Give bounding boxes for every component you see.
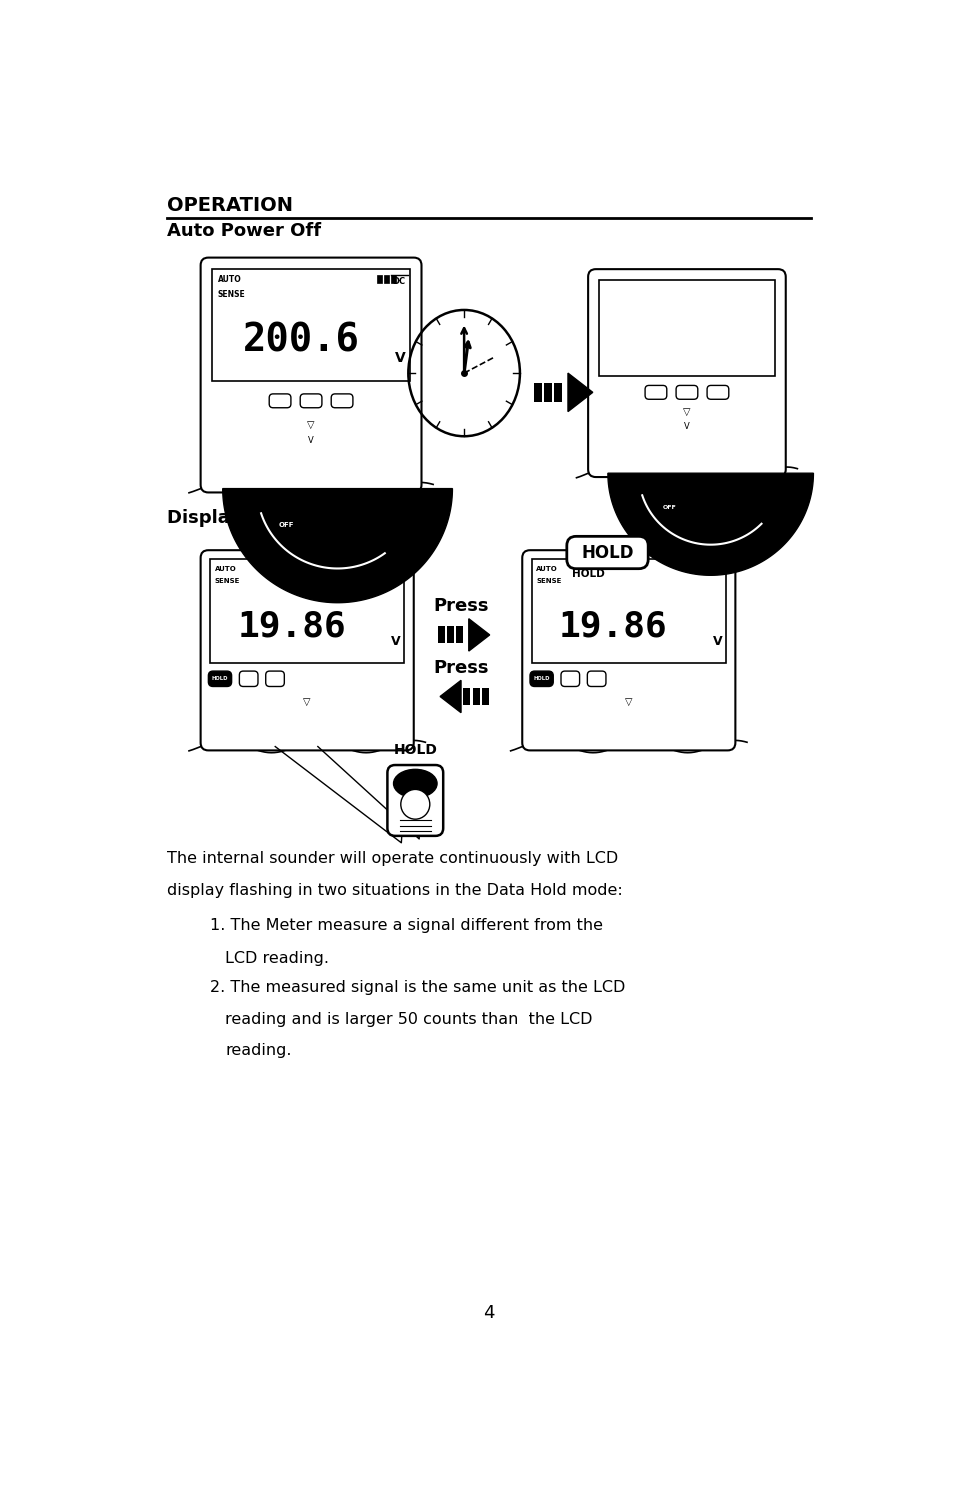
- Text: HOLD: HOLD: [393, 743, 436, 757]
- Bar: [708, 564, 712, 570]
- Ellipse shape: [400, 790, 430, 819]
- Text: V: V: [683, 421, 689, 430]
- Bar: [447, 626, 454, 643]
- FancyBboxPatch shape: [530, 671, 553, 686]
- Text: AUTO: AUTO: [536, 566, 558, 572]
- Ellipse shape: [394, 769, 436, 798]
- Bar: [481, 688, 488, 704]
- Bar: [212, 269, 410, 381]
- Bar: [543, 384, 551, 402]
- FancyBboxPatch shape: [560, 671, 579, 686]
- Bar: [210, 560, 404, 664]
- FancyBboxPatch shape: [239, 671, 257, 686]
- Text: HOLD: HOLD: [212, 676, 228, 682]
- Bar: [437, 626, 444, 643]
- Text: SENSE: SENSE: [214, 578, 240, 584]
- Text: AUTO: AUTO: [214, 566, 236, 572]
- Text: Press: Press: [433, 659, 488, 677]
- Text: V: V: [391, 635, 400, 649]
- Text: HOLD: HOLD: [533, 676, 549, 682]
- Bar: [391, 275, 395, 283]
- Bar: [554, 384, 561, 402]
- FancyBboxPatch shape: [587, 671, 605, 686]
- Polygon shape: [222, 489, 452, 602]
- Text: ▽: ▽: [624, 697, 632, 707]
- Bar: [377, 275, 381, 283]
- Polygon shape: [607, 473, 813, 575]
- Bar: [387, 564, 391, 570]
- Text: OFF: OFF: [278, 522, 294, 528]
- FancyBboxPatch shape: [200, 551, 414, 751]
- Text: ▽: ▽: [682, 406, 690, 417]
- Polygon shape: [439, 680, 460, 713]
- FancyBboxPatch shape: [300, 394, 321, 408]
- Text: Display Hold: Display Hold: [167, 509, 294, 527]
- Text: V: V: [712, 635, 721, 649]
- Bar: [384, 275, 389, 283]
- Text: DC: DC: [392, 277, 405, 286]
- Text: OFF: OFF: [662, 504, 676, 510]
- Bar: [381, 564, 385, 570]
- FancyBboxPatch shape: [676, 385, 697, 399]
- Bar: [472, 688, 479, 704]
- Text: reading.: reading.: [225, 1043, 292, 1058]
- Bar: [456, 626, 463, 643]
- Text: HOLD: HOLD: [571, 569, 604, 579]
- Bar: [702, 564, 706, 570]
- Bar: [534, 384, 541, 402]
- FancyBboxPatch shape: [331, 394, 353, 408]
- Text: V: V: [308, 435, 314, 444]
- FancyBboxPatch shape: [644, 385, 666, 399]
- Polygon shape: [468, 619, 489, 652]
- FancyBboxPatch shape: [200, 257, 421, 492]
- Text: display flashing in two situations in the Data Hold mode:: display flashing in two situations in th…: [167, 883, 622, 898]
- Text: 19.86: 19.86: [237, 610, 346, 644]
- Text: The internal sounder will operate continuously with LCD: The internal sounder will operate contin…: [167, 850, 618, 865]
- Text: 2. The measured signal is the same unit as the LCD: 2. The measured signal is the same unit …: [210, 980, 624, 995]
- Bar: [696, 564, 700, 570]
- Text: SENSE: SENSE: [536, 578, 561, 584]
- FancyBboxPatch shape: [208, 671, 232, 686]
- Bar: [463, 688, 470, 704]
- FancyBboxPatch shape: [566, 536, 647, 569]
- Text: HOLD: HOLD: [580, 543, 633, 561]
- Text: reading and is larger 50 counts than  the LCD: reading and is larger 50 counts than the…: [225, 1013, 593, 1028]
- Text: ▽: ▽: [307, 420, 314, 430]
- Text: LCD reading.: LCD reading.: [225, 951, 329, 966]
- Bar: [598, 280, 774, 376]
- FancyBboxPatch shape: [266, 671, 284, 686]
- FancyBboxPatch shape: [521, 551, 735, 751]
- Text: SENSE: SENSE: [217, 290, 245, 299]
- Text: DC: DC: [710, 566, 722, 575]
- Text: Auto Power Off: Auto Power Off: [167, 221, 321, 239]
- Text: 1. The Meter measure a signal different from the: 1. The Meter measure a signal different …: [210, 918, 602, 933]
- FancyBboxPatch shape: [387, 765, 443, 835]
- Text: Press: Press: [433, 597, 488, 616]
- Bar: [531, 560, 725, 664]
- Text: OPERATION: OPERATION: [167, 196, 293, 215]
- Polygon shape: [567, 373, 592, 411]
- FancyBboxPatch shape: [269, 394, 291, 408]
- FancyBboxPatch shape: [587, 269, 785, 477]
- Text: AUTO: AUTO: [217, 275, 241, 284]
- Text: 19.86: 19.86: [558, 610, 667, 644]
- Text: ▽: ▽: [303, 697, 311, 707]
- FancyBboxPatch shape: [706, 385, 728, 399]
- Bar: [375, 564, 378, 570]
- Text: V: V: [395, 351, 406, 364]
- Text: 200.6: 200.6: [242, 322, 359, 360]
- Text: 4: 4: [482, 1303, 495, 1321]
- Text: DC: DC: [389, 566, 400, 575]
